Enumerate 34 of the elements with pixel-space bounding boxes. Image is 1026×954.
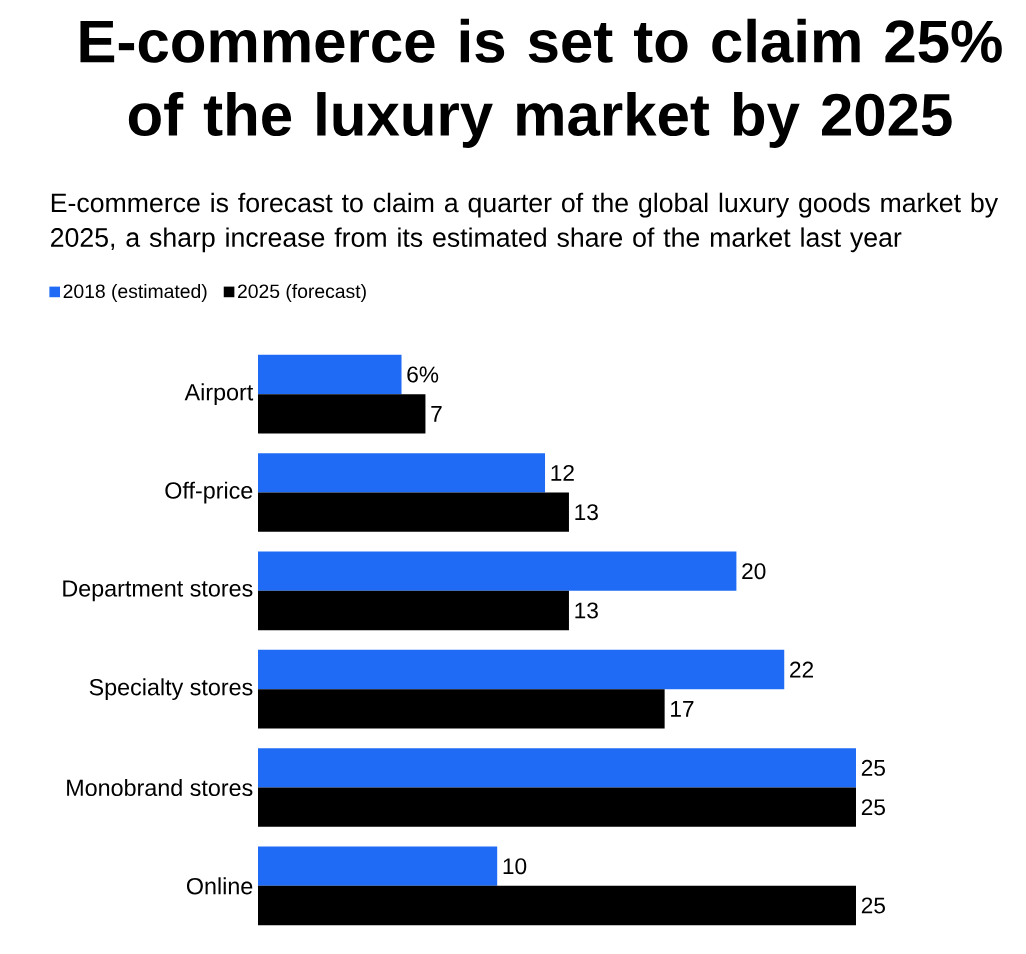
legend-label: 2025 (forecast) bbox=[238, 283, 366, 302]
bar bbox=[258, 649, 785, 690]
data-label: 22 bbox=[790, 661, 814, 678]
data-label: 20 bbox=[742, 563, 766, 580]
data-label: 25 bbox=[861, 799, 885, 816]
data-label: 25 bbox=[861, 897, 885, 914]
bar bbox=[258, 492, 569, 532]
bar bbox=[258, 354, 402, 395]
y-tick-label: Specialty stores bbox=[89, 678, 253, 701]
y-tick-label: Off-price bbox=[165, 481, 253, 504]
data-label: 25 bbox=[861, 759, 885, 776]
bar bbox=[258, 551, 737, 591]
y-tick-label: Department stores bbox=[63, 580, 253, 602]
bar bbox=[258, 394, 426, 434]
bar bbox=[258, 590, 569, 631]
y-tick-label: Online bbox=[186, 877, 253, 895]
bar bbox=[258, 885, 856, 926]
chart-subtitle: E-commerce is forecast to claim a quarter of the global luxury goods market by 2025, a sharp increase from its estimated share of the market last year bbox=[51, 192, 999, 253]
bar bbox=[258, 748, 856, 788]
bar bbox=[258, 453, 546, 493]
data-label: 13 bbox=[575, 602, 598, 619]
data-label: 6% bbox=[407, 366, 439, 383]
bar bbox=[258, 787, 856, 827]
data-label: 10 bbox=[503, 858, 527, 875]
chart-title: E-commerce is set to claim 25% of the luxury market by 2025 bbox=[80, 18, 1002, 148]
data-label: 13 bbox=[575, 504, 598, 521]
data-label: 17 bbox=[671, 701, 694, 717]
y-tick-label: Monobrand stores bbox=[67, 778, 253, 797]
data-label: 7 bbox=[431, 406, 442, 422]
legend-label: 2018 (estimated) bbox=[63, 283, 207, 302]
bar bbox=[258, 689, 665, 729]
data-label: 12 bbox=[551, 464, 574, 481]
y-tick-label: Airport bbox=[184, 383, 254, 406]
bar bbox=[258, 846, 498, 886]
